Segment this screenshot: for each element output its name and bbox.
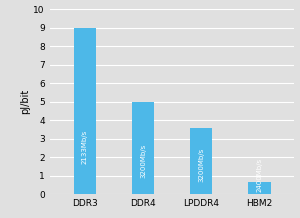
Text: 2400Mb/s: 2400Mb/s — [256, 158, 262, 192]
Y-axis label: pJ/bit: pJ/bit — [21, 89, 31, 114]
Text: 2133Mb/s: 2133Mb/s — [82, 130, 88, 164]
Text: 3200Mb/s: 3200Mb/s — [198, 148, 204, 182]
Bar — [74, 27, 96, 194]
Bar — [132, 102, 154, 194]
Bar — [190, 128, 212, 194]
Bar — [248, 182, 271, 194]
Text: 3200Mb/s: 3200Mb/s — [140, 143, 146, 177]
